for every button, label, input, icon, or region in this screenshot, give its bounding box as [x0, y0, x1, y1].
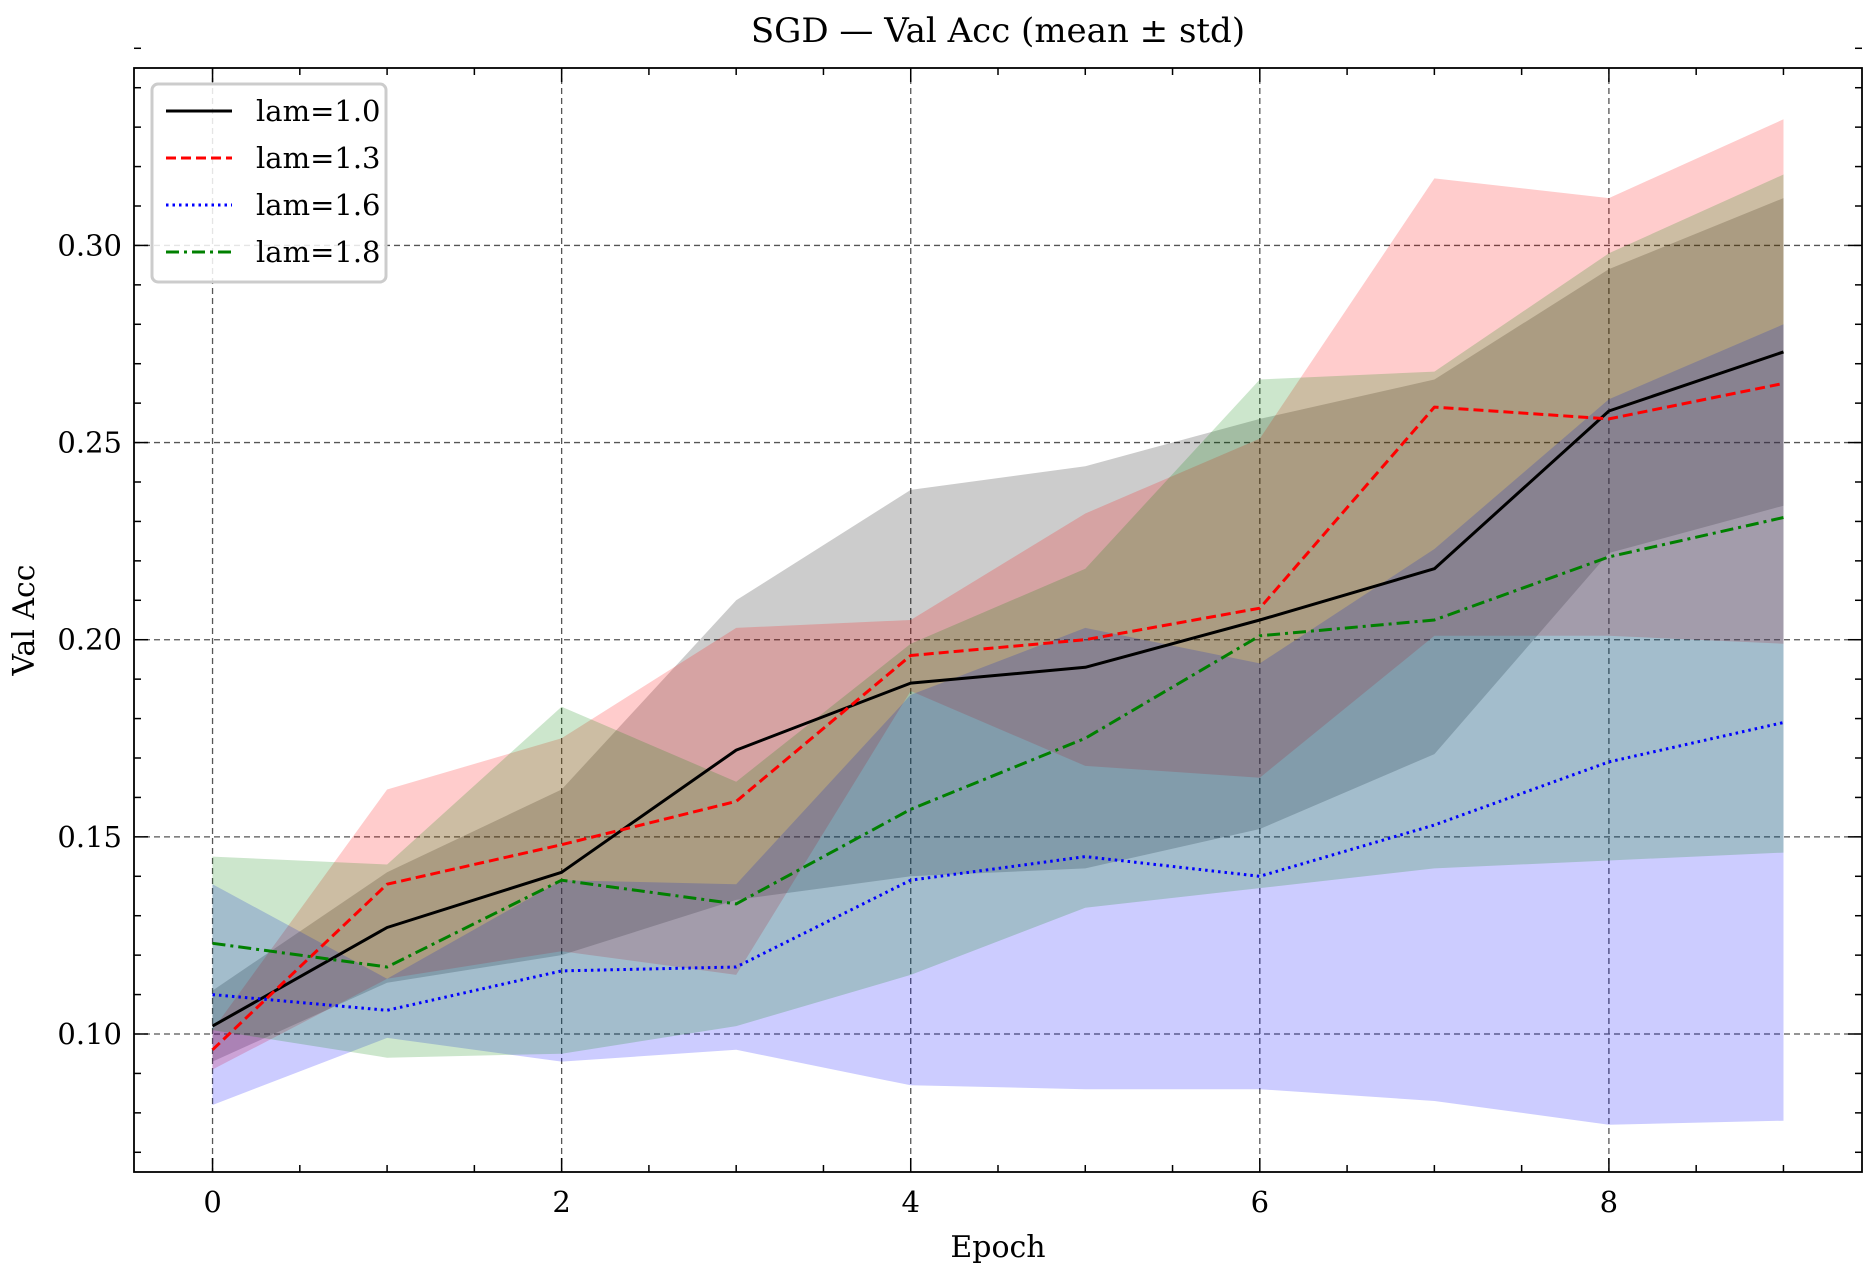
mean-lines: [211, 350, 1784, 1051]
x-tick-label: 0: [203, 1185, 221, 1219]
series-line-lam-1-0: [211, 350, 1784, 1028]
std-bands: [212, 119, 1784, 1125]
chart-title: SGD — Val Acc (mean ± std): [751, 11, 1245, 51]
legend-label: lam=1.0: [256, 94, 380, 128]
std-band-lam-1-0: [212, 198, 1784, 1062]
y-tick-label: 0.25: [57, 426, 122, 460]
axes: 0 2 4 6 8 0.10 0.15 0.20 0.25 0.30: [57, 47, 1863, 1219]
series-line-lam-1-3: [211, 381, 1784, 1051]
legend: lam=1.0 lam=1.3 lam=1.6 lam=1.8: [150, 82, 388, 284]
legend-label: lam=1.6: [256, 188, 380, 222]
legend-label: lam=1.3: [256, 141, 380, 175]
x-axis-label: Epoch: [950, 1230, 1045, 1265]
grid: [134, 68, 1862, 1172]
y-tick-label: 0.30: [57, 228, 122, 262]
legend-box: [150, 82, 388, 284]
x-tick-label: 2: [552, 1185, 570, 1219]
series-line-lam-1-8: [212, 516, 1784, 969]
std-band-lam-1-8: [212, 174, 1784, 1058]
legend-label: lam=1.8: [256, 235, 380, 269]
y-tick-label: 0.10: [57, 1017, 122, 1051]
y-axis-label: Val Acc: [7, 564, 42, 676]
y-tick-label: 0.15: [57, 820, 122, 854]
x-tick-label: 4: [902, 1185, 920, 1219]
std-band-lam-1-3: [212, 119, 1784, 1070]
x-tick-label: 6: [1251, 1185, 1269, 1219]
std-band-lam-1-6: [212, 324, 1784, 1125]
y-tick-label: 0.20: [57, 623, 122, 657]
x-tick-label: 8: [1600, 1185, 1618, 1219]
